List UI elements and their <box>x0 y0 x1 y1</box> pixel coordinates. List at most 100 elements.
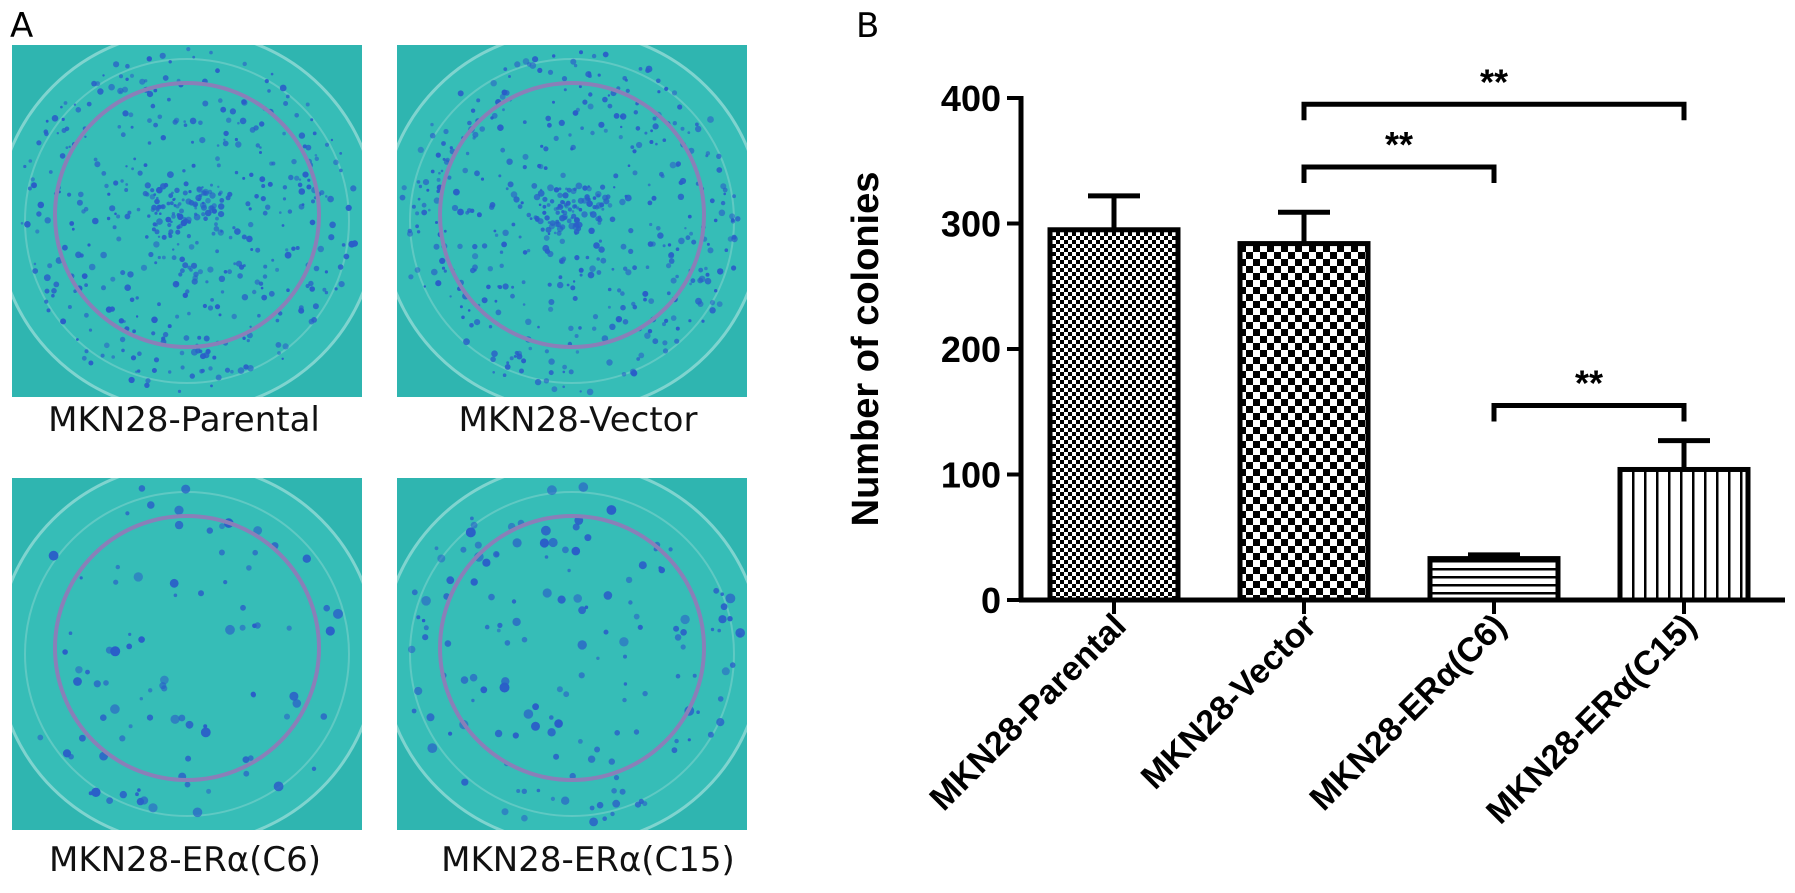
colony-dot <box>585 255 590 260</box>
colony-dot <box>586 388 594 396</box>
colony-dot <box>622 697 627 703</box>
dish-outer-rim <box>12 478 362 830</box>
colony-dot <box>570 216 573 220</box>
colony-dot <box>37 201 45 209</box>
colony-dot <box>720 603 728 611</box>
colony-dot <box>171 255 177 261</box>
colony-dot <box>680 126 685 131</box>
colony-dot <box>637 624 643 630</box>
colony-dot <box>287 209 293 214</box>
colony-dot <box>498 174 502 178</box>
colony-dot <box>154 223 159 227</box>
colony-dot <box>84 283 88 287</box>
colony-dot <box>597 221 602 225</box>
colony-dot <box>436 177 441 182</box>
colony-dot <box>570 58 577 65</box>
colony-dot <box>491 112 498 119</box>
colony-dot <box>209 205 214 210</box>
colony-dot <box>462 167 468 174</box>
colony-dot <box>486 284 491 290</box>
colony-dot <box>183 120 186 123</box>
colonies <box>20 47 358 393</box>
colony-dot <box>433 197 441 204</box>
colony-dot <box>505 187 509 191</box>
colony-dot <box>27 186 32 191</box>
colony-dot <box>108 83 115 91</box>
colony-dot <box>575 350 580 354</box>
colony-dot <box>291 158 297 165</box>
colony-dot <box>329 221 336 229</box>
colony-dot <box>286 288 290 292</box>
colony-dot <box>662 244 666 248</box>
colony-dot <box>148 688 153 693</box>
colony-dot <box>180 365 185 370</box>
colony-dot <box>172 198 176 202</box>
colony-dot <box>552 54 556 58</box>
colony-dot <box>127 271 134 278</box>
colony-dot <box>729 213 736 220</box>
colony-dot <box>523 709 534 719</box>
colony-dot <box>247 365 254 372</box>
colony-dot <box>596 656 600 660</box>
colony-dot <box>472 243 478 250</box>
colony-dot <box>472 131 479 138</box>
colony-dot <box>566 283 570 287</box>
colony-dot <box>513 355 517 358</box>
dish-outer-rim <box>397 45 747 397</box>
colony-dot <box>223 130 229 137</box>
colony-dot <box>535 217 540 222</box>
colony-dot <box>543 146 549 152</box>
colony-dot <box>559 238 565 244</box>
colony-dot <box>237 367 245 374</box>
colony-dot <box>205 348 211 355</box>
colony-dot <box>275 342 282 348</box>
colony-dot <box>79 576 83 580</box>
colony-dot <box>569 772 576 780</box>
colony-dot <box>210 298 215 302</box>
colony-dot <box>193 213 201 221</box>
colony-dot <box>135 370 138 373</box>
colony-dot <box>146 91 154 98</box>
plate-vector-label: MKN28-Vector <box>458 400 698 440</box>
colony-dot <box>613 186 616 189</box>
colony-dot <box>643 297 647 302</box>
colony-dot <box>207 305 214 311</box>
colony-dot <box>566 218 572 224</box>
colony-dot <box>601 335 609 342</box>
colony-dot <box>153 88 158 93</box>
colony-dot <box>215 68 220 74</box>
colony-dot <box>506 361 510 365</box>
colony-dot <box>638 352 645 359</box>
colony-dot <box>474 319 481 326</box>
colony-dot <box>151 331 156 336</box>
colony-dot <box>576 206 580 210</box>
colony-dot <box>581 197 588 204</box>
colony-dot <box>339 168 343 173</box>
colony-dot <box>562 210 568 216</box>
colony-dot <box>547 122 552 128</box>
colony-dot <box>185 755 192 762</box>
colony-dot <box>65 146 69 149</box>
colony-dot <box>298 132 306 139</box>
colony-dot <box>642 690 648 697</box>
colony-dot <box>120 270 126 276</box>
colony-dot <box>697 301 704 307</box>
colony-dot <box>624 194 632 202</box>
colony-dot <box>470 578 478 586</box>
colony-dot <box>522 165 527 170</box>
colony-dot <box>126 643 133 650</box>
colony-dot <box>255 143 260 148</box>
colony-dot <box>553 753 560 760</box>
colony-dot <box>544 248 551 254</box>
colony-dot <box>234 170 239 175</box>
colony-dot <box>87 243 91 247</box>
colony-dot <box>176 243 180 246</box>
colony-dot <box>297 182 303 188</box>
colony-dot <box>216 144 220 147</box>
colony-dot <box>589 211 593 215</box>
colony-dot <box>71 227 75 231</box>
colony-dot <box>677 104 683 110</box>
colony-dot <box>511 285 515 289</box>
colony-dot <box>482 558 491 567</box>
colony-dot <box>177 213 184 220</box>
